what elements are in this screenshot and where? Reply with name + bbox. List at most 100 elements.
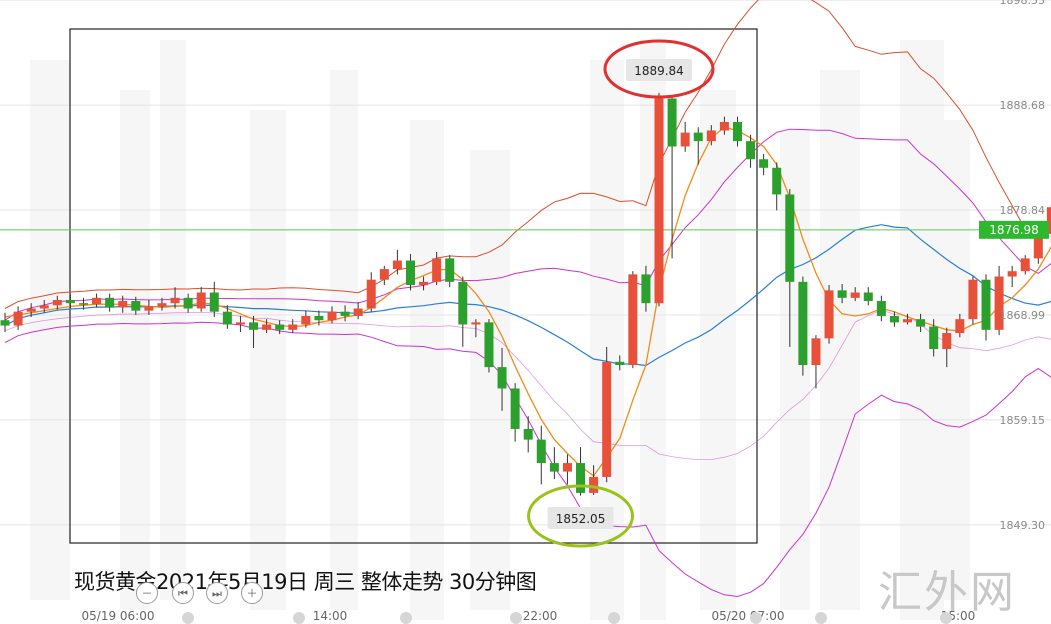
- candle: [196, 287, 206, 312]
- candle: [719, 116, 729, 135]
- candle: [118, 295, 128, 313]
- candle: [916, 313, 926, 332]
- candle-body: [641, 274, 651, 304]
- candle: [405, 254, 415, 291]
- candle-body: [235, 322, 245, 325]
- candle: [65, 294, 75, 309]
- candle-body: [863, 292, 873, 302]
- candle: [876, 295, 886, 322]
- candle-body: [903, 319, 913, 323]
- candle-body: [497, 367, 507, 389]
- candle-body: [837, 290, 847, 298]
- candle: [92, 293, 102, 308]
- candle-body: [811, 338, 821, 365]
- y-tick-label: 1859.15: [1000, 414, 1046, 427]
- candle: [889, 311, 899, 327]
- candle: [785, 189, 795, 347]
- candle-body: [576, 463, 586, 493]
- candle-body: [157, 303, 167, 307]
- high-circle: [603, 39, 715, 99]
- candle: [39, 299, 49, 313]
- candle: [523, 416, 533, 453]
- candle: [458, 276, 468, 347]
- current-price-label: 1876.98: [989, 223, 1039, 237]
- scroll-dot[interactable]: [815, 612, 827, 624]
- candle: [235, 315, 245, 332]
- zoom-in-icon: ＋: [246, 587, 258, 600]
- candle-body: [615, 361, 625, 365]
- candle-body: [379, 269, 389, 280]
- zoom-in-control[interactable]: ＋: [241, 582, 263, 604]
- candle: [419, 276, 429, 291]
- next-control[interactable]: ⏭: [206, 582, 228, 604]
- x-tick-label: 14:00: [313, 609, 348, 623]
- candle-body: [353, 308, 363, 316]
- low-label: 1852.05: [556, 512, 606, 526]
- candle-body: [288, 324, 298, 330]
- background-block: [250, 110, 286, 610]
- candle-body: [772, 167, 782, 195]
- candle-body: [994, 276, 1004, 330]
- candle: [249, 315, 259, 348]
- candle: [981, 274, 991, 341]
- prev-control[interactable]: ⏮: [172, 582, 194, 604]
- candle-body: [680, 132, 690, 147]
- candle-body: [732, 121, 742, 142]
- annotations: 1889.84 1852.05: [527, 39, 715, 548]
- candle-body: [850, 292, 860, 298]
- x-tick-label: 22:00: [523, 609, 558, 623]
- scroll-dot[interactable]: [940, 612, 952, 624]
- candle-body: [706, 130, 716, 142]
- candle: [13, 306, 23, 330]
- candle-body: [1046, 207, 1051, 234]
- candle: [1007, 265, 1017, 288]
- scroll-dot[interactable]: [510, 612, 522, 624]
- candle: [1046, 204, 1051, 243]
- highlight-frame: [69, 28, 758, 544]
- candle-body: [536, 439, 546, 464]
- candle-body: [589, 476, 599, 493]
- inner-band-lower: [4, 309, 1051, 460]
- candle-body: [340, 311, 350, 316]
- candle: [327, 306, 337, 324]
- skip-forward-icon: ⏭: [212, 587, 222, 600]
- scroll-dot[interactable]: [750, 612, 762, 624]
- candle: [301, 310, 311, 328]
- scroll-dot[interactable]: [182, 612, 194, 624]
- candle-body: [562, 463, 572, 472]
- candle-body: [667, 98, 677, 147]
- candle: [209, 281, 219, 318]
- candle: [549, 447, 559, 480]
- candle-body: [628, 274, 638, 365]
- candle-body: [78, 303, 88, 305]
- bollinger-upper: [4, 0, 1051, 309]
- background-block: [700, 90, 736, 610]
- candle: [693, 127, 703, 165]
- candle: [26, 303, 36, 318]
- candle-body: [693, 132, 703, 142]
- y-tick-label: 1888.68: [1000, 99, 1046, 112]
- scroll-dot[interactable]: [608, 612, 620, 624]
- scroll-dot[interactable]: [293, 612, 305, 624]
- candle-body: [549, 463, 559, 472]
- background-block: [330, 70, 358, 610]
- candle-body: [26, 308, 36, 312]
- candle: [706, 125, 716, 146]
- background-block: [410, 120, 444, 620]
- scroll-dot[interactable]: [400, 612, 412, 624]
- candle-body: [366, 279, 376, 309]
- zoom-out-icon: －: [141, 587, 153, 600]
- candle-body: [955, 319, 965, 334]
- candle-body: [13, 311, 23, 326]
- candle-body: [392, 260, 402, 270]
- candle: [850, 287, 860, 302]
- candle-body: [876, 301, 886, 316]
- candle-body: [458, 281, 468, 325]
- zoom-out-control[interactable]: －: [136, 582, 158, 604]
- candle: [288, 319, 298, 334]
- candle: [484, 319, 494, 373]
- candle: [837, 283, 847, 304]
- candle-body: [183, 297, 193, 309]
